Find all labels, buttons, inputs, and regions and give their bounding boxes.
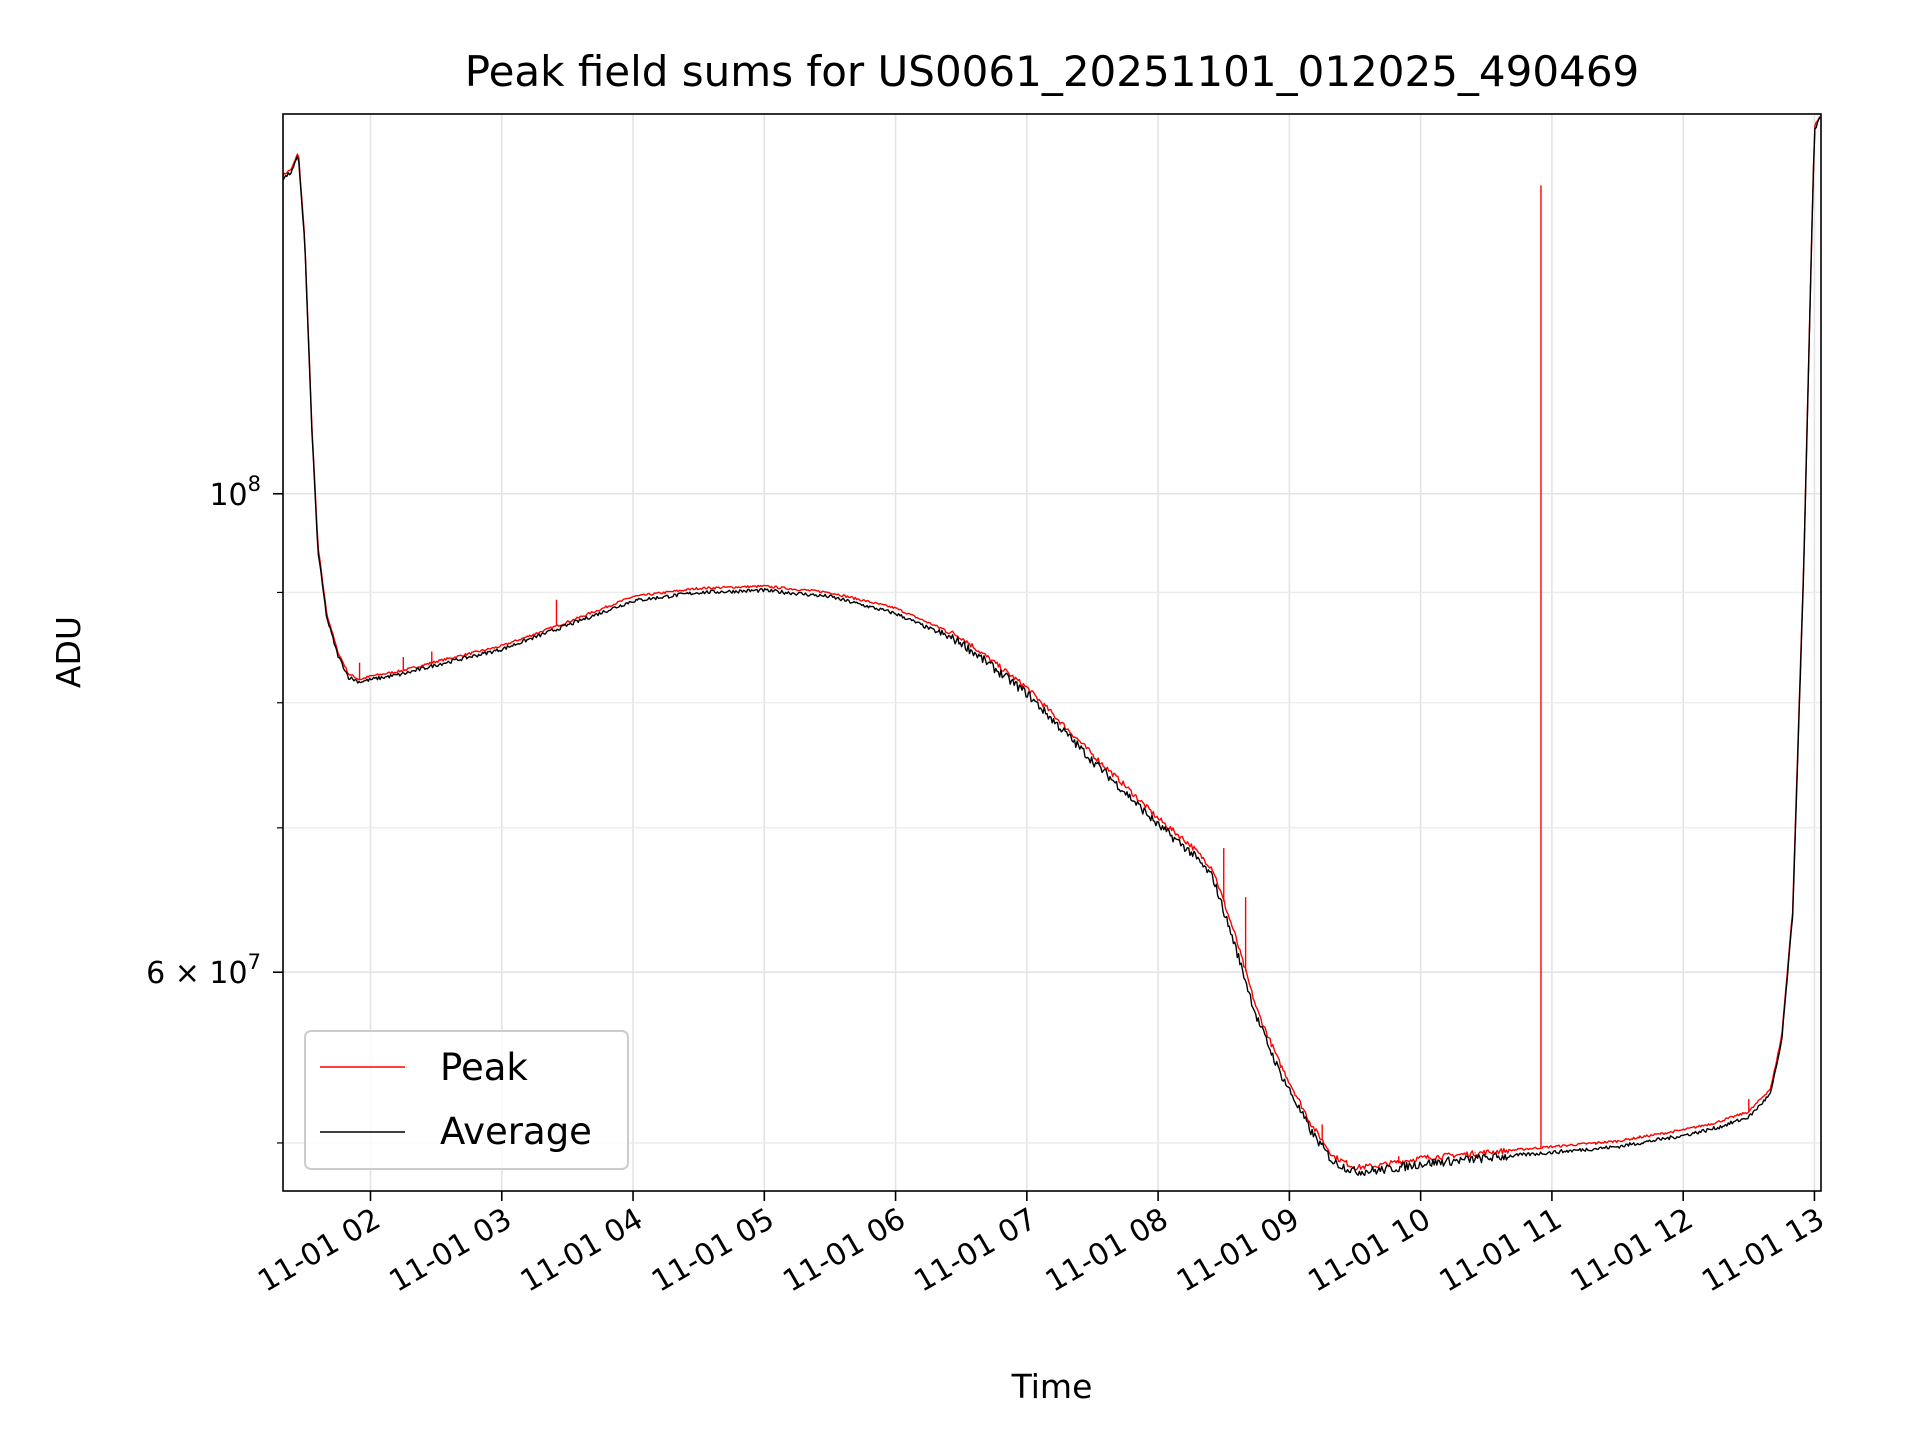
grid [283, 114, 1821, 1191]
plot-frame [282, 113, 1822, 1192]
legend-peak-label: Peak [440, 1046, 528, 1089]
chart-title: Peak field sums for US0061_20251101_0120… [465, 47, 1640, 96]
y-tick-label: 6 × 107 [146, 950, 261, 991]
x-axis-title: Time [1011, 1367, 1093, 1406]
y-tick-label: 108 [209, 472, 261, 513]
legend-average-label: Average [440, 1110, 592, 1153]
legend-box [304, 1030, 629, 1170]
legend: Peak Average [304, 1030, 629, 1170]
plot-area [282, 116, 1821, 1177]
series-line-peak [282, 116, 1821, 1171]
series-line-average [282, 116, 1821, 1177]
y-axis-title: ADU [49, 616, 88, 688]
